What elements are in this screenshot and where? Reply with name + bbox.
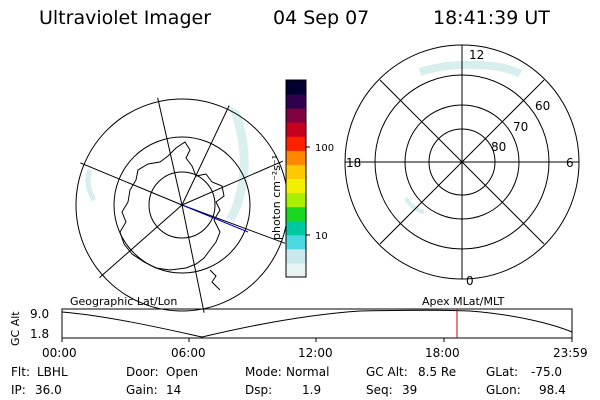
altitude-timeline bbox=[61, 308, 573, 342]
mlt-label-6: 6 bbox=[566, 156, 574, 170]
timeline-ytick-max: 9.0 bbox=[30, 307, 49, 321]
dsp-value: 1.9 bbox=[302, 383, 322, 397]
timeline-xtick-0600: 06:00 bbox=[171, 346, 206, 360]
colorbar-swatch bbox=[286, 248, 306, 264]
gain-label: Gain: bbox=[126, 383, 158, 397]
observation-time: 18:41:39 UT bbox=[433, 7, 550, 29]
mode-label: Mode: bbox=[245, 365, 282, 379]
gcalt-value: 8.5 Re bbox=[418, 365, 457, 379]
filter-value: LBHL bbox=[37, 365, 68, 379]
colorbar-tick-100: 100 bbox=[315, 143, 334, 154]
antarctica-coastline bbox=[119, 141, 225, 271]
gain-value: 14 bbox=[166, 383, 182, 397]
instrument-title: Ultraviolet Imager bbox=[39, 7, 212, 29]
colorbar-swatch bbox=[286, 94, 306, 109]
glat-value: -75.0 bbox=[531, 365, 563, 379]
colorbar-swatch bbox=[286, 136, 306, 151]
timeline-xtick-1800: 18:00 bbox=[425, 346, 460, 360]
altitude-curve bbox=[61, 309, 573, 338]
colorbar-swatch bbox=[286, 122, 306, 137]
glon-label: GLon: bbox=[486, 383, 521, 397]
colorbar-swatch bbox=[286, 192, 306, 208]
observation-date: 04 Sep 07 bbox=[273, 7, 370, 29]
mlt-label-0: 0 bbox=[466, 274, 474, 288]
colorbar-swatch bbox=[286, 206, 306, 222]
colorbar-swatch bbox=[286, 220, 306, 236]
door-label: Door: bbox=[126, 365, 159, 379]
mlat-label-80: 80 bbox=[491, 140, 506, 154]
filter-label: Flt: bbox=[11, 365, 30, 379]
colorbar-unit-label: photon cm⁻²s⁻¹ bbox=[270, 155, 283, 240]
mlat-label-70: 70 bbox=[513, 120, 528, 134]
colorbar-tick-10: 10 bbox=[315, 231, 328, 242]
colorbar-swatch bbox=[286, 234, 306, 250]
orbit-track bbox=[181, 204, 249, 233]
colorbar-swatch bbox=[286, 80, 306, 95]
seq-value: 39 bbox=[402, 383, 418, 397]
apex-map: 12 6 0 18 60 70 80 bbox=[344, 44, 580, 288]
seq-label: Seq: bbox=[366, 383, 393, 397]
mode-value: Normal bbox=[286, 365, 330, 379]
ip-label: IP: bbox=[11, 383, 26, 397]
timeline-xtick-1200: 12:00 bbox=[298, 346, 333, 360]
timeline-frame bbox=[61, 308, 573, 339]
apex-map-label: Apex MLat/MLT bbox=[422, 295, 505, 308]
timeline-ylabel: GC Alt bbox=[9, 311, 22, 346]
geographic-map-label: Geographic Lat/Lon bbox=[70, 295, 177, 308]
timeline-ytick-min: 1.8 bbox=[30, 327, 49, 341]
glat-label: GLat: bbox=[486, 365, 519, 379]
dsp-label: Dsp: bbox=[245, 383, 273, 397]
mlat-label-60: 60 bbox=[535, 99, 550, 113]
timeline-xtick-2359: 23:59 bbox=[553, 346, 588, 360]
ip-value: 36.0 bbox=[35, 383, 62, 397]
colorbar-swatch bbox=[286, 164, 306, 179]
aurora-emission-right bbox=[418, 60, 523, 78]
colorbar-frame bbox=[285, 79, 307, 278]
color-scale-bar bbox=[285, 79, 310, 278]
mlt-label-18: 18 bbox=[346, 156, 361, 170]
timeline-xtick-0000: 00:00 bbox=[42, 346, 77, 360]
meridian-lines bbox=[72, 95, 292, 315]
mlt-label-12: 12 bbox=[469, 48, 484, 62]
colorbar-swatch bbox=[286, 262, 306, 278]
colorbar-swatch bbox=[286, 178, 306, 194]
colorbar-swatch bbox=[286, 108, 306, 123]
glon-value: 98.4 bbox=[539, 383, 566, 397]
colorbar-swatch bbox=[286, 150, 306, 165]
gcalt-label: GC Alt: bbox=[366, 365, 408, 379]
door-value: Open bbox=[166, 365, 199, 379]
